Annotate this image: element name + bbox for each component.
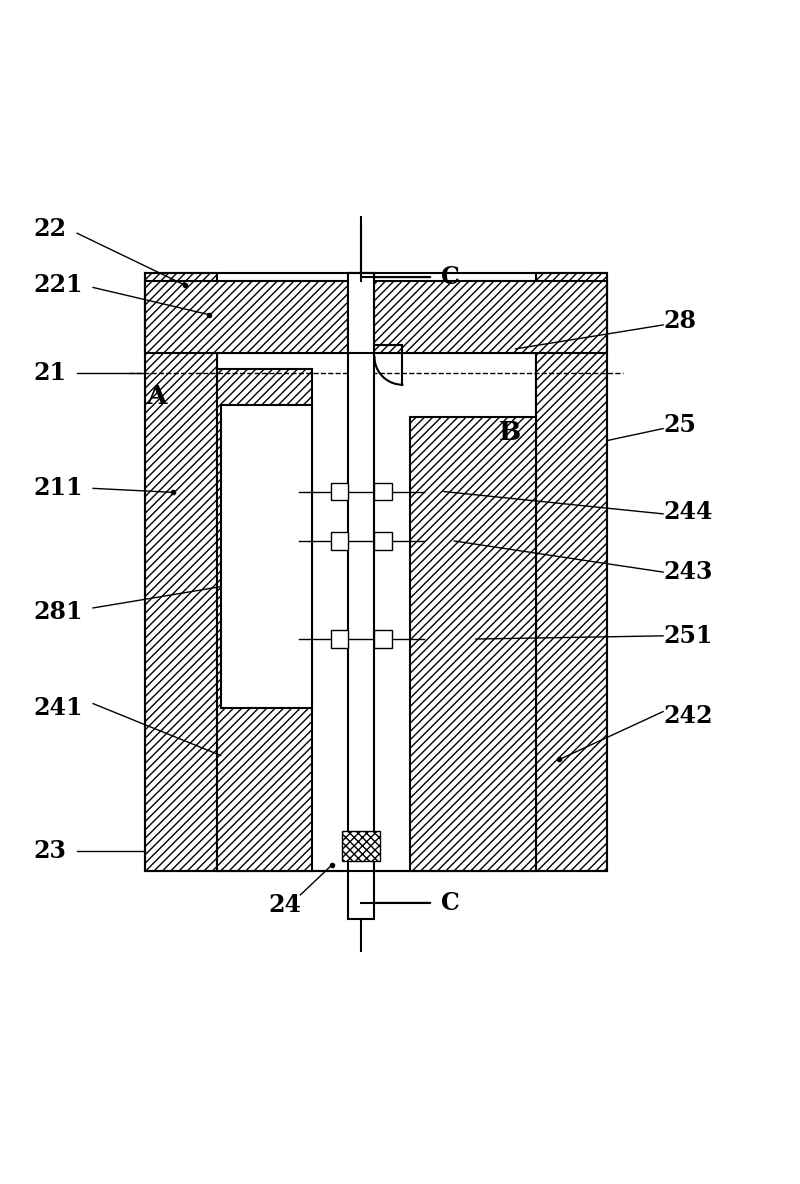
Bar [374,533,392,549]
Text: A: A [146,384,167,410]
Text: B: B [499,420,521,445]
Bar [221,405,312,708]
Text: 211: 211 [34,476,82,501]
Text: 281: 281 [34,600,82,624]
Bar [535,274,607,871]
Bar [145,281,607,353]
Bar [217,368,312,871]
Text: 28: 28 [663,309,696,333]
Text: 221: 221 [34,274,82,297]
Bar [348,274,374,353]
Text: C: C [441,265,460,289]
Text: 23: 23 [34,839,66,863]
Text: 242: 242 [663,703,713,728]
Bar [342,831,381,862]
Text: 25: 25 [663,412,696,437]
Text: 244: 244 [663,501,713,525]
Bar [348,274,374,919]
Text: C: C [441,890,460,915]
Bar [217,353,535,871]
Text: 24: 24 [268,893,301,918]
Text: 21: 21 [34,361,66,385]
Text: 22: 22 [34,217,66,242]
Text: 251: 251 [663,624,713,648]
Text: 241: 241 [34,695,82,720]
Text: 243: 243 [663,560,713,584]
Bar [330,630,348,648]
Bar [330,483,348,501]
Bar [145,274,217,871]
Bar [410,417,535,871]
Bar [330,533,348,549]
Bar [374,483,392,501]
Bar [374,630,392,648]
